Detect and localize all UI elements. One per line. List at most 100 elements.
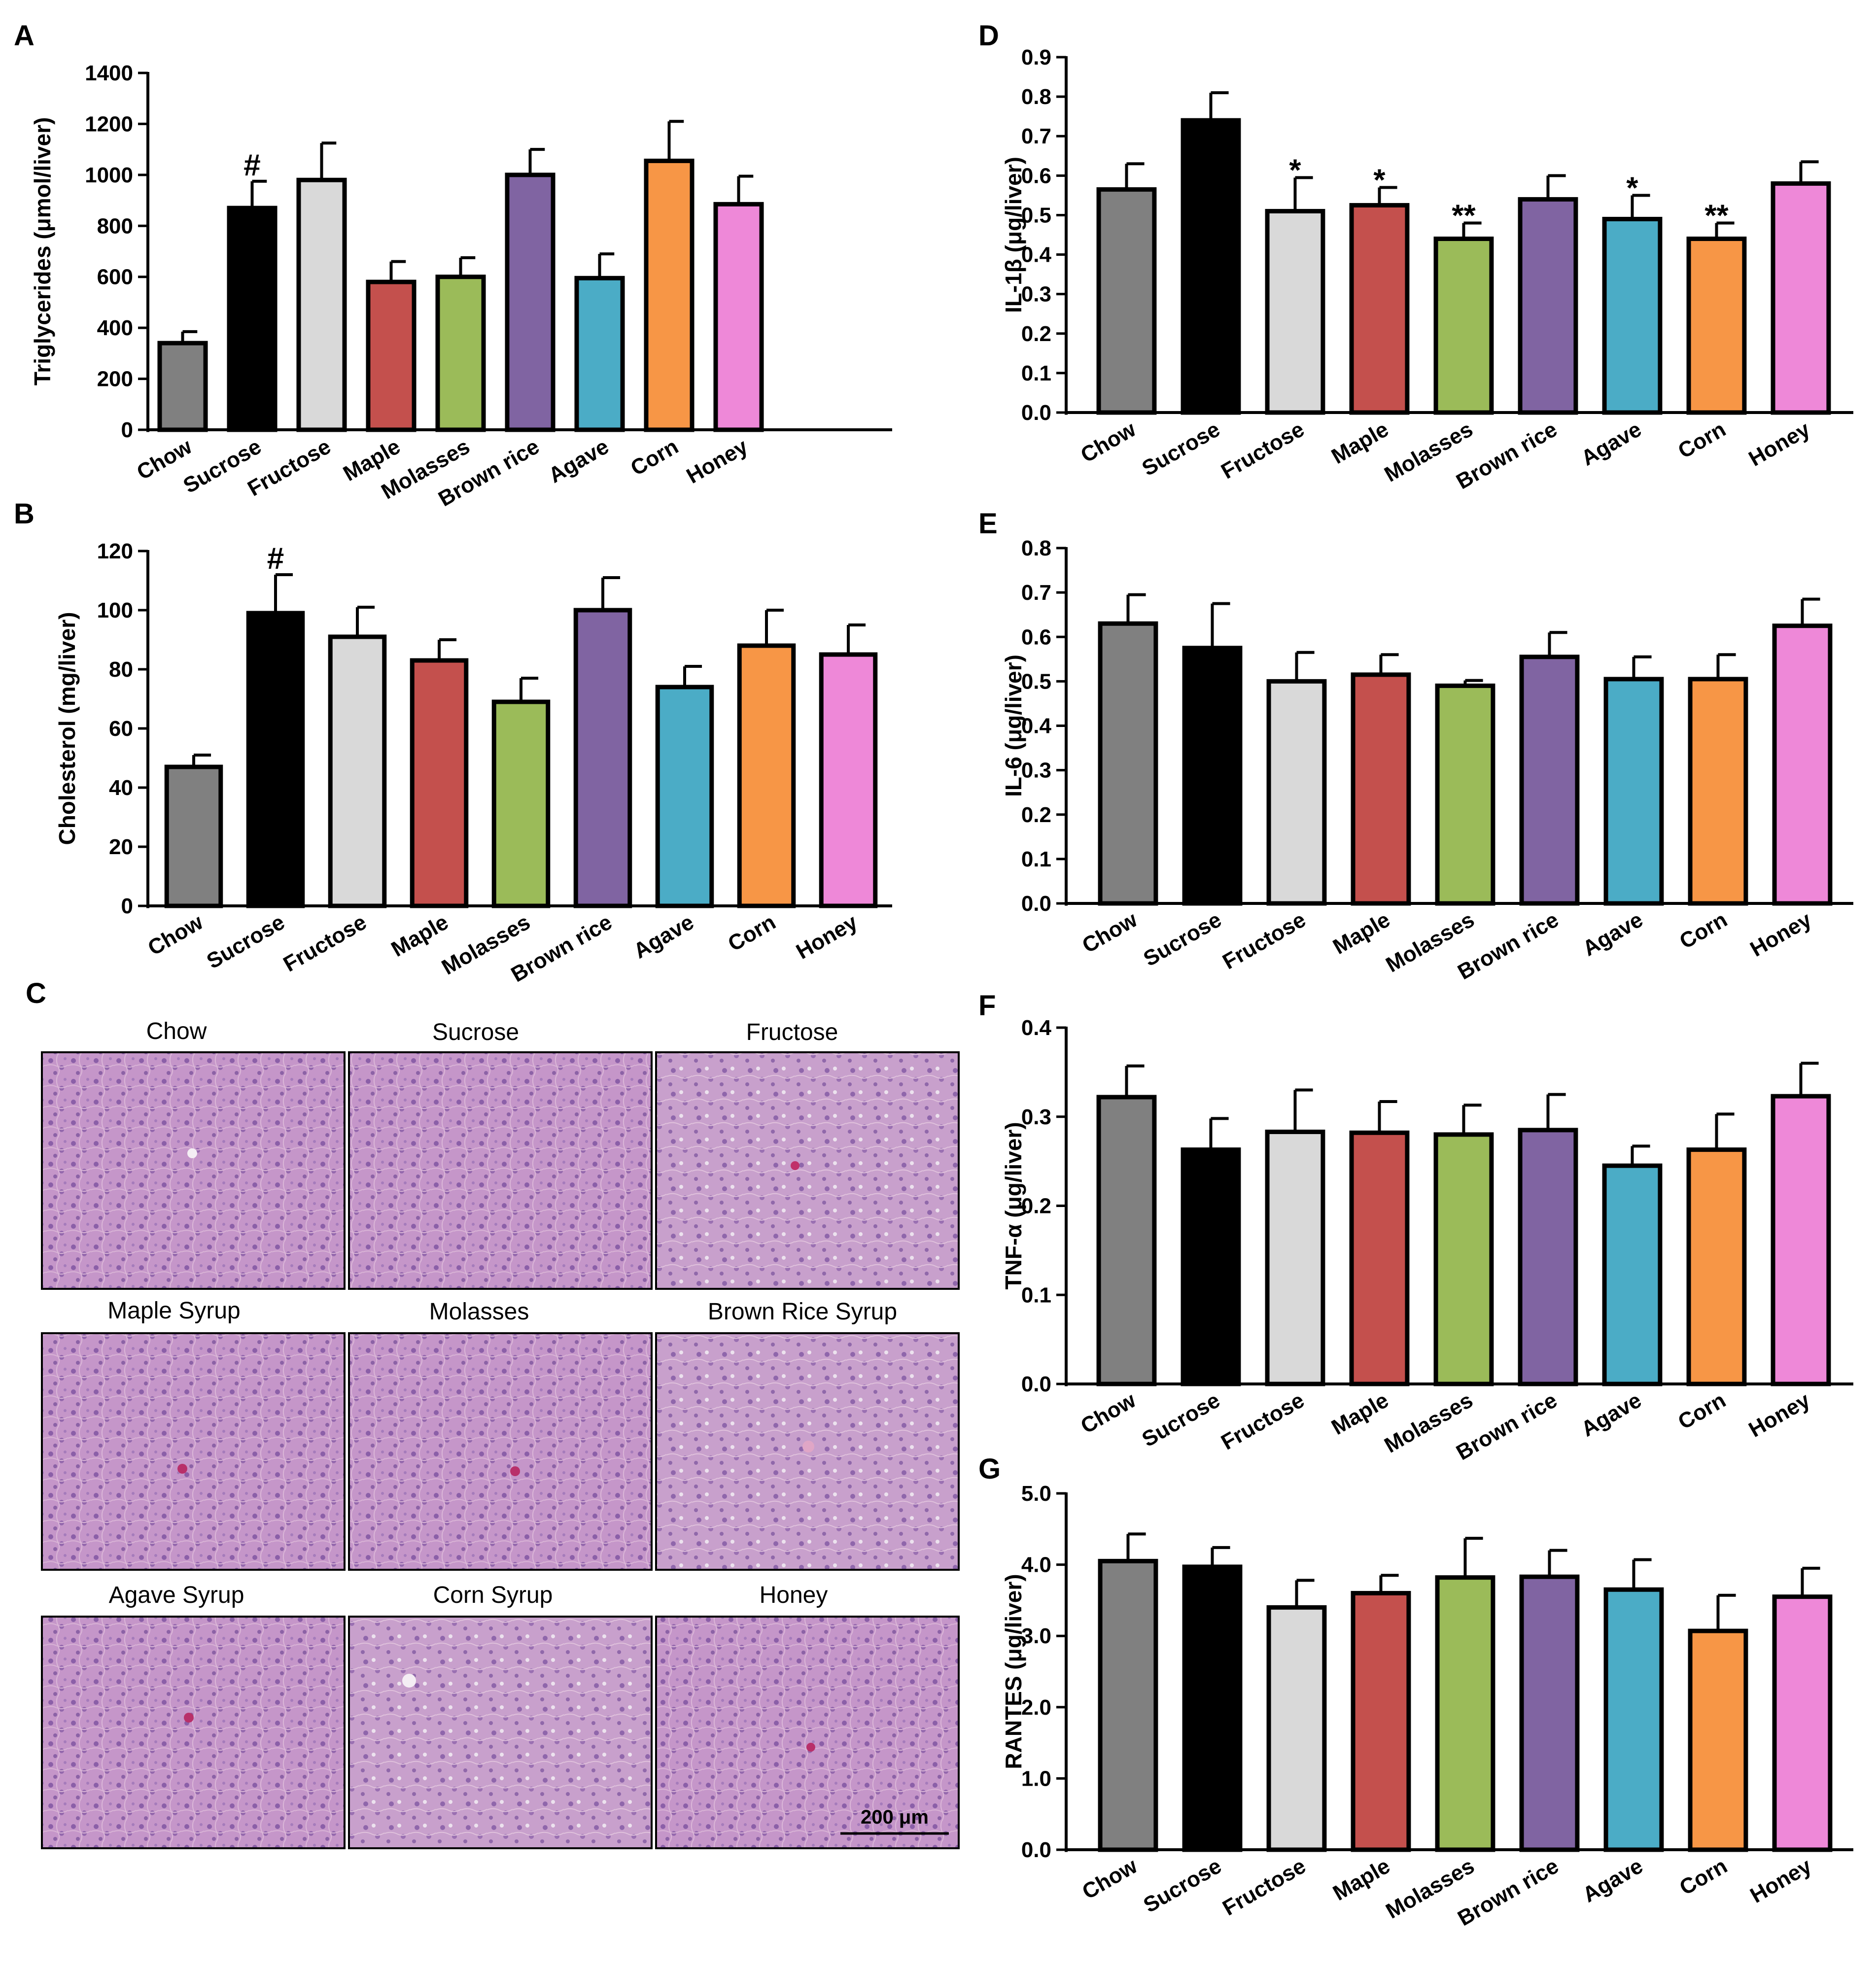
chart-il1b: 0.0 0.1 0.2 0.3 0.4 0.5 0.6 0.7 0.8 0.9 IL-1β (μg/…	[1001, 45, 1853, 494]
significance-marker: #	[243, 148, 260, 182]
category-label: Agave	[1577, 1388, 1646, 1441]
central-vein	[187, 1148, 197, 1158]
y-axis-label: TNF-α (μg/liver)	[1001, 1122, 1026, 1289]
bar-molasses	[1433, 1132, 1494, 1386]
y-tick-label: 1000	[85, 163, 133, 187]
central-vein	[802, 1441, 814, 1452]
bar-agave	[1603, 677, 1664, 906]
y-tick-label: 100	[97, 598, 133, 622]
y-axis-label: Triglycerides (μmol/liver)	[30, 117, 55, 386]
panel-letter-e: E	[978, 508, 998, 540]
category-label: Fructose	[1218, 1854, 1310, 1920]
bar-molasses	[1435, 1575, 1495, 1852]
y-tick-label: 0.0	[1021, 1838, 1051, 1862]
category-label: Corn	[1674, 417, 1730, 463]
y-tick-label: 0.9	[1021, 45, 1051, 69]
y-tick-label: 0.6	[1021, 625, 1051, 649]
y-tick-label: 80	[109, 657, 133, 682]
category-label: Chow	[144, 910, 208, 961]
central-vein	[184, 1713, 194, 1723]
bar-honey	[713, 202, 764, 432]
histology-image	[348, 1332, 653, 1571]
category-label: Corn	[1674, 1388, 1730, 1434]
bar-fructose	[296, 177, 347, 432]
histology-image	[41, 1051, 346, 1290]
category-label: Fructose	[1217, 1388, 1308, 1454]
category-label: Maple	[1329, 1854, 1394, 1905]
y-tick-label: 1.0	[1021, 1766, 1051, 1791]
y-tick-label: 0.4	[1021, 243, 1052, 267]
bar-chow	[1098, 1558, 1158, 1852]
category-label: Chow	[1077, 1388, 1140, 1439]
y-tick-label: 0.4	[1021, 1016, 1052, 1040]
chart-rantes: 0.0 1.0 2.0 3.0 4.0 5.0 RANTES (μg/liver) ChowS…	[1001, 1482, 1853, 1931]
y-tick-label: 0.7	[1021, 581, 1051, 605]
category-label: Fructose	[279, 910, 371, 976]
bar-corn	[1688, 677, 1748, 906]
histology-image	[348, 1616, 653, 1849]
bar-fructose	[1265, 1129, 1325, 1386]
y-tick-label: 0.3	[1021, 1105, 1051, 1129]
bar-molasses	[1433, 237, 1494, 415]
histology-title: Brown Rice Syrup	[708, 1299, 897, 1325]
bar-corn	[1688, 1628, 1748, 1852]
panel-letter-f: F	[978, 990, 996, 1022]
category-label: Agave	[1577, 417, 1646, 470]
panel-letter-g: G	[978, 1453, 1001, 1485]
category-label: Sucrose	[203, 910, 289, 973]
y-tick-label: 40	[109, 776, 133, 800]
bar-fructose	[1265, 208, 1325, 415]
y-tick-label: 400	[97, 316, 133, 340]
bar-fructose	[328, 634, 387, 908]
y-tick-label: 0.0	[1021, 892, 1051, 916]
y-tick-label: 5.0	[1021, 1482, 1051, 1506]
y-tick-label: 0.0	[1021, 401, 1051, 425]
category-label: Maple	[387, 910, 452, 962]
category-label: Chow	[1078, 1854, 1142, 1904]
bar-brown-rice	[1519, 655, 1580, 906]
panel-letter-b: B	[14, 498, 35, 530]
category-label: Honey	[792, 910, 862, 964]
y-tick-label: 3.0	[1021, 1624, 1051, 1648]
bar-molasses	[435, 275, 486, 432]
bar-brown-rice	[1518, 1128, 1578, 1386]
y-tick-label: 600	[97, 265, 133, 289]
chart-triglycerides: 0 200 400 600 800 1000 1200 1400 Triglycerides (…	[30, 61, 892, 511]
bar-sucrose	[1182, 1564, 1243, 1852]
significance-marker: #	[267, 542, 284, 576]
y-tick-label: 800	[97, 214, 133, 238]
histology-title: Honey	[760, 1582, 828, 1608]
bar-maple	[1351, 672, 1411, 906]
bar-honey	[1771, 181, 1831, 415]
category-label: Corn	[1675, 1854, 1731, 1900]
central-vein	[402, 1674, 416, 1688]
y-tick-label: 0.2	[1021, 1194, 1051, 1218]
y-tick-label: 0.1	[1021, 847, 1051, 871]
y-axis-label: IL-6 (μg/liver)	[1001, 655, 1026, 797]
bar-chow	[1096, 1095, 1157, 1386]
significance-marker: *	[1626, 171, 1638, 205]
category-label: Agave	[1579, 1854, 1647, 1907]
category-label: Maple	[1327, 417, 1392, 469]
category-label: Corn	[626, 434, 682, 481]
bar-corn	[1686, 1147, 1747, 1386]
histology-image	[348, 1051, 653, 1290]
bar-sucrose	[227, 206, 278, 432]
category-label: Agave	[545, 434, 613, 487]
y-axis-label: Cholesterol (mg/liver)	[54, 612, 80, 845]
y-tick-label: 0.8	[1021, 536, 1051, 560]
y-tick-label: 0.5	[1021, 203, 1051, 227]
bar-agave	[1602, 216, 1663, 415]
histology-image	[655, 1616, 960, 1849]
category-label: Honey	[1745, 1388, 1814, 1442]
y-tick-label: 0	[121, 894, 133, 918]
significance-marker: **	[1704, 199, 1729, 233]
category-label: Maple	[1327, 1388, 1392, 1440]
y-tick-label: 1400	[85, 61, 133, 85]
bar-brown-rice	[505, 173, 556, 432]
y-tick-label: 0.7	[1021, 124, 1051, 148]
category-label: Sucrose	[1138, 417, 1224, 481]
y-axis-label: RANTES (μg/liver)	[1001, 1574, 1026, 1769]
y-tick-label: 0.4	[1021, 714, 1052, 738]
